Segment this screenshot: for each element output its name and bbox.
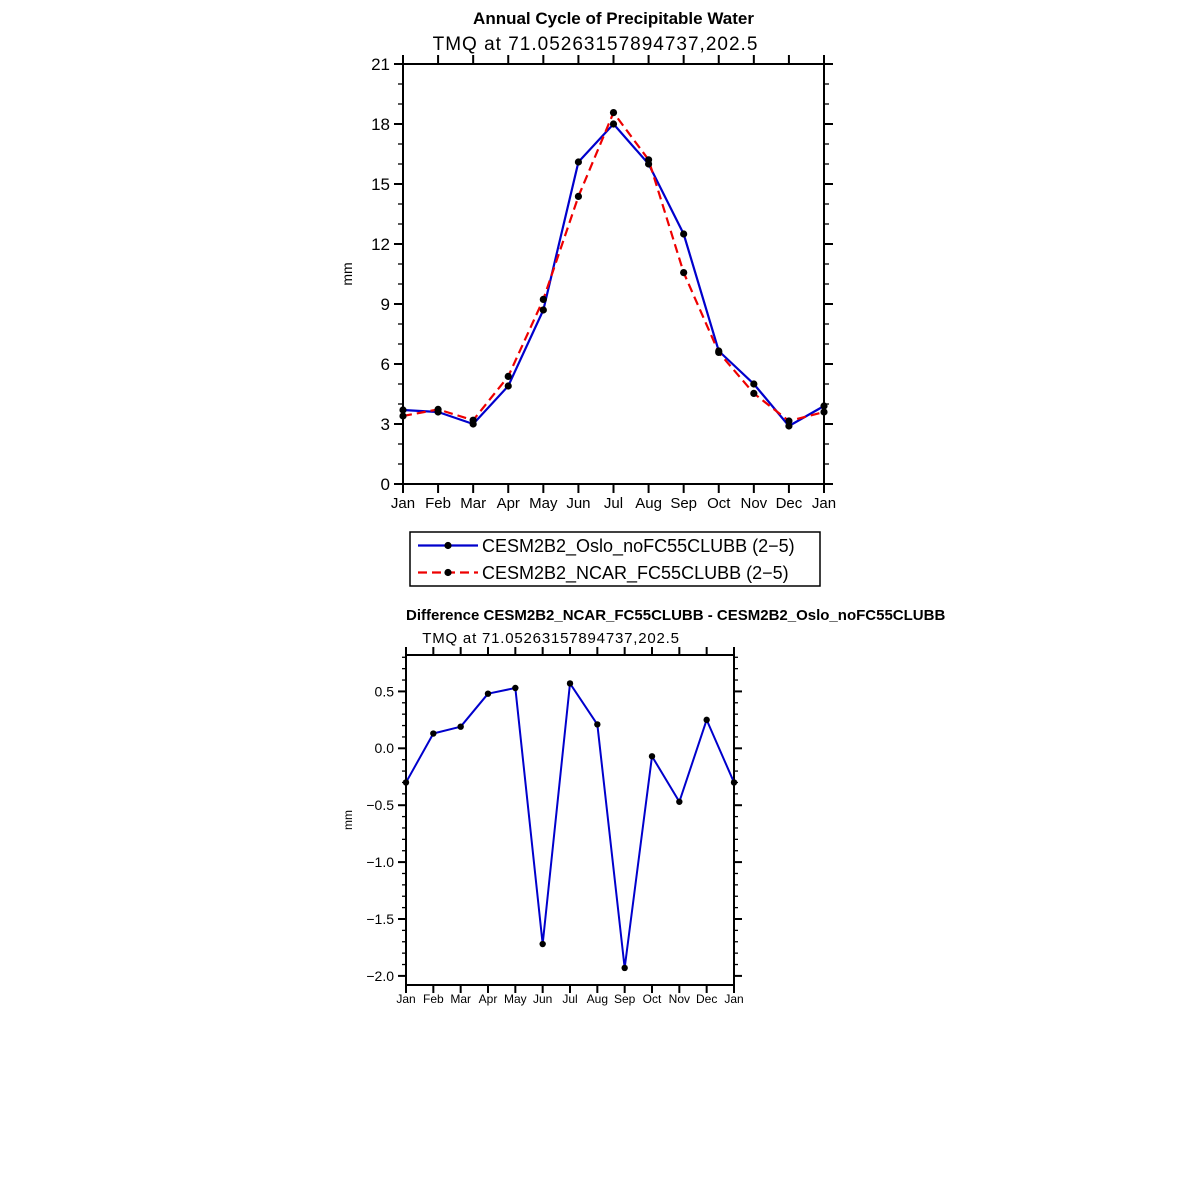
x-tick-label: Dec [776,495,803,512]
data-point-marker [399,406,407,414]
data-point-marker [434,405,442,413]
data-point-marker [512,684,519,692]
y-tick-label: 15 [371,175,390,194]
data-point-marker [750,389,758,397]
x-tick-label: Jun [533,992,552,1006]
data-point-marker [609,120,618,128]
x-tick-label: Nov [740,495,767,512]
y-tick-label: 3 [381,415,390,434]
x-tick-label: Jan [812,495,836,512]
y-tick-label: −1.0 [366,854,394,870]
data-point-marker [820,408,828,416]
x-tick-label: Apr [479,992,498,1006]
data-point-marker [469,416,477,424]
x-tick-label: Aug [587,992,608,1006]
data-point-marker [539,306,547,314]
y-axis-label: mm [339,262,355,285]
y-tick-label: 6 [381,355,390,374]
data-point-marker [680,230,688,238]
data-point-marker [621,964,628,972]
y-tick-label: 9 [381,295,390,314]
data-point-marker [402,779,410,786]
x-tick-label: May [504,992,527,1006]
x-tick-label: Feb [423,992,444,1006]
x-tick-label: Nov [669,992,690,1006]
data-point-marker [785,422,793,430]
y-axis-label: mm [341,810,355,830]
data-point-marker [703,716,710,724]
x-tick-label: Sep [670,495,697,512]
data-point-marker [750,380,758,388]
x-tick-label: Oct [643,992,662,1006]
x-tick-label: Jul [562,992,577,1006]
y-tick-label: 21 [371,55,390,74]
y-tick-label: −1.5 [366,911,394,927]
y-tick-label: 0.0 [375,740,395,756]
data-point-marker [785,417,793,425]
legend-box [409,531,821,587]
x-tick-label: Mar [460,495,486,512]
x-tick-label: Feb [425,495,451,512]
x-tick-label: Sep [614,992,636,1006]
data-point-marker [430,730,437,737]
data-point-marker [457,723,464,730]
data-point-marker [676,798,683,805]
data-point-marker [820,402,828,410]
legend-label: CESM2B2_NCAR_FC55CLUBB (2−5) [482,563,789,584]
y-tick-label: 0.5 [375,683,395,699]
plot-frame [405,654,735,986]
legend-marker [444,541,452,550]
legend-label: CESM2B2_Oslo_noFC55CLUBB (2−5) [482,536,795,557]
data-point-marker [730,779,738,786]
data-point-marker [504,372,512,380]
y-tick-label: 12 [371,235,390,254]
x-tick-label: Oct [707,495,731,512]
x-tick-label: Jun [566,495,590,512]
bottom-chart-title: Difference CESM2B2_NCAR_FC55CLUBB - CESM… [406,607,946,624]
top-chart-subtitle: TMQ at 71.05263157894737,202.5 [432,34,759,55]
y-tick-label: 0 [381,475,390,494]
y-tick-label: −0.5 [366,797,394,813]
y-tick-label: 18 [371,115,390,134]
data-point-marker [566,680,574,687]
x-tick-label: Apr [497,495,520,512]
data-point-marker [594,721,601,728]
x-tick-label: May [529,495,558,512]
data-point-marker [648,753,656,760]
series-line-0 [402,122,825,428]
data-point-marker [399,412,407,420]
series-line-1 [402,111,825,423]
data-point-marker [484,690,492,697]
x-tick-label: Jan [391,495,415,512]
bottom-chart-subtitle: TMQ at 71.05263157894737,202.5 [422,630,680,647]
x-tick-label: Jan [724,992,743,1006]
x-tick-label: Dec [696,992,717,1006]
data-point-marker [574,192,583,200]
data-point-marker [644,156,653,164]
top-chart-plot: 0 3 6 9 12 15 18 21 Jan Feb Mar Apr May Jun Jul Aug Sep O… [339,55,836,587]
x-tick-label: Jul [604,495,623,512]
data-point-marker [609,109,618,117]
legend-marker [444,568,452,577]
x-tick-label: Mar [450,992,471,1006]
data-point-marker [715,348,723,356]
y-tick-label: −2.0 [366,968,394,984]
x-tick-label: Jan [396,992,415,1006]
data-point-marker [539,295,547,303]
top-chart-title: Annual Cycle of Precipitable Water [473,9,754,28]
data-point-marker [680,269,688,277]
x-tick-label: Aug [635,495,662,512]
data-point-marker [539,940,546,948]
data-point-marker [504,382,512,390]
series-line-0 [405,682,735,969]
data-point-marker [574,158,583,166]
